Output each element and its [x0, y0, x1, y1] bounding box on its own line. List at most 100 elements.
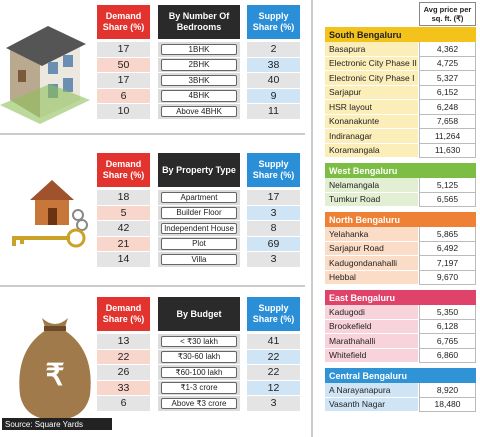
- category-cell: 1BHK: [161, 43, 237, 55]
- category-cell: Above 4BHK: [161, 105, 237, 117]
- price: 5,865: [419, 227, 476, 242]
- locality: Sarjapur Road: [325, 241, 418, 256]
- price: 6,565: [419, 192, 476, 207]
- locality: Vasanth Nagar: [325, 397, 418, 412]
- price: 6,128: [419, 319, 476, 334]
- supply-cell: 38: [247, 57, 300, 72]
- demand-cell: 22: [97, 349, 150, 364]
- locality: Electronic City Phase I: [325, 71, 418, 86]
- locality: Konanakunte: [325, 114, 418, 129]
- supply-cell: 22: [247, 365, 300, 380]
- category-cell: Villa: [161, 253, 237, 265]
- price: 6,248: [419, 100, 476, 115]
- locality: Yelahanka: [325, 227, 418, 242]
- column-header: Supply Share (%): [247, 153, 300, 187]
- column-header: Demand Share (%): [97, 297, 150, 331]
- demand-cell: 50: [97, 57, 150, 72]
- category-cell: 2BHK: [161, 59, 237, 71]
- supply-cell: 41: [247, 334, 300, 349]
- demand-cell: 18: [97, 190, 150, 205]
- locality: HSR layout: [325, 100, 418, 115]
- supply-cell: 11: [247, 104, 300, 119]
- price: 6,492: [419, 241, 476, 256]
- column-header: Demand Share (%): [97, 5, 150, 39]
- region-header: Central Bengaluru: [325, 368, 476, 383]
- price: 7,658: [419, 114, 476, 129]
- price: 4,725: [419, 56, 476, 71]
- money-bag-icon: [19, 318, 91, 420]
- demand-cell: 26: [97, 365, 150, 380]
- price: 11,264: [419, 129, 476, 144]
- locality: Koramangala: [325, 143, 418, 158]
- demand-cell: 13: [97, 334, 150, 349]
- price: 6,152: [419, 85, 476, 100]
- category-cell: ₹1-3 crore: [161, 382, 237, 394]
- region-header: East Bengaluru: [325, 290, 476, 305]
- supply-cell: 9: [247, 88, 300, 103]
- demand-cell: 42: [97, 221, 150, 236]
- demand-cell: 17: [97, 42, 150, 57]
- locality: Tumkur Road: [325, 192, 418, 207]
- house-key-icon: [12, 180, 88, 248]
- column-header: Supply Share (%): [247, 297, 300, 331]
- region-header: South Bengaluru: [325, 27, 476, 42]
- price: 6,860: [419, 348, 476, 363]
- supply-cell: 2: [247, 42, 300, 57]
- demand-cell: 5: [97, 205, 150, 220]
- column-header: By Budget: [158, 297, 240, 331]
- supply-cell: 3: [247, 205, 300, 220]
- supply-cell: 22: [247, 349, 300, 364]
- demand-cell: 6: [97, 88, 150, 103]
- price: 11,630: [419, 143, 476, 158]
- demand-cell: 17: [97, 73, 150, 88]
- supply-cell: 8: [247, 221, 300, 236]
- bag-symbol: ₹: [45, 358, 65, 392]
- locality: Basapura: [325, 42, 418, 57]
- demand-cell: 33: [97, 380, 150, 395]
- category-cell: < ₹30 lakh: [161, 335, 237, 347]
- price: 7,197: [419, 256, 476, 271]
- demand-cell: 21: [97, 236, 150, 251]
- column-header: Supply Share (%): [247, 5, 300, 39]
- building-icon: [0, 26, 90, 124]
- price: 4,362: [419, 42, 476, 57]
- locality: Whitefield: [325, 348, 418, 363]
- column-header: By Property Type: [158, 153, 240, 187]
- region-header: North Bengaluru: [325, 212, 476, 227]
- category-cell: Above ₹3 crore: [161, 397, 237, 409]
- category-cell: 4BHK: [161, 90, 237, 102]
- column-header: By Number Of Bedrooms: [158, 5, 240, 39]
- category-cell: ₹30-60 lakh: [161, 351, 237, 363]
- category-cell: Apartment: [161, 191, 237, 203]
- price: 9,670: [419, 270, 476, 285]
- locality: Hebbal: [325, 270, 418, 285]
- locality: Marathahalli: [325, 334, 418, 349]
- supply-cell: 3: [247, 396, 300, 411]
- region-header: West Bengaluru: [325, 163, 476, 178]
- locality: Indiranagar: [325, 129, 418, 144]
- category-cell: ₹60-100 lakh: [161, 366, 237, 378]
- locality: Kadugondanahalli: [325, 256, 418, 271]
- price: 6,765: [419, 334, 476, 349]
- price: 5,125: [419, 178, 476, 193]
- category-cell: 3BHK: [161, 74, 237, 86]
- price: 5,350: [419, 305, 476, 320]
- price: 5,327: [419, 71, 476, 86]
- locality: Brookefield: [325, 319, 418, 334]
- locality: Kadugodi: [325, 305, 418, 320]
- supply-cell: 69: [247, 236, 300, 251]
- price-header: Avg price per sq. ft. (₹): [419, 2, 476, 26]
- source: Source: Square Yards: [2, 418, 112, 430]
- supply-cell: 3: [247, 252, 300, 267]
- locality: Sarjapur: [325, 85, 418, 100]
- demand-cell: 10: [97, 104, 150, 119]
- category-cell: Builder Floor: [161, 207, 237, 219]
- demand-cell: 6: [97, 396, 150, 411]
- category-cell: Independent House: [161, 222, 237, 234]
- column-header: Demand Share (%): [97, 153, 150, 187]
- locality: Nelamangala: [325, 178, 418, 193]
- locality: Electronic City Phase II: [325, 56, 418, 71]
- supply-cell: 12: [247, 380, 300, 395]
